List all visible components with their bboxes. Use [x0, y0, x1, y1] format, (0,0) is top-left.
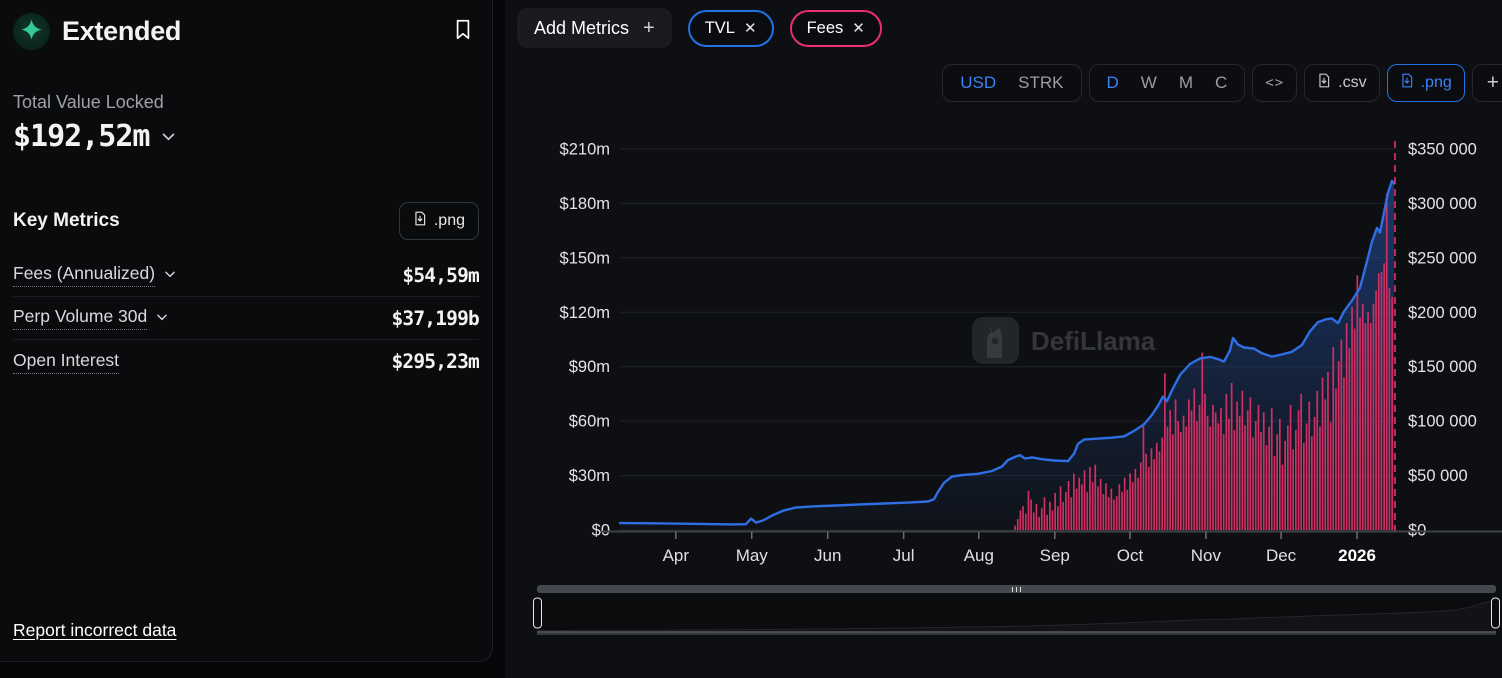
chevron-down-icon	[163, 265, 177, 286]
svg-text:Apr: Apr	[663, 546, 690, 565]
add-metrics-label: Add Metrics	[534, 17, 630, 38]
download-png-label: .png	[433, 212, 465, 229]
protocol-logo	[13, 13, 50, 50]
protocol-header: Extended	[13, 13, 479, 50]
brush-drag-bar[interactable]	[537, 585, 1496, 593]
svg-text:$150 000: $150 000	[1408, 358, 1477, 376]
svg-text:$350 000: $350 000	[1408, 141, 1477, 159]
bookmark-icon[interactable]	[447, 14, 479, 50]
metric-row-perp-volume: Perp Volume 30d $37,199b	[13, 297, 480, 340]
embed-code-button[interactable]: <>	[1252, 64, 1298, 102]
svg-text:Nov: Nov	[1191, 546, 1222, 565]
metric-value-perp-volume: $37,199b	[391, 306, 479, 330]
svg-text:$100 000: $100 000	[1408, 413, 1477, 431]
svg-text:$250 000: $250 000	[1408, 249, 1477, 267]
tvl-label: Total Value Locked	[13, 92, 164, 112]
chevron-down-icon	[155, 308, 169, 329]
tvl-fees-chart[interactable]: $210m $350 000 $180m $300 000 $150m $250 000 $…	[517, 120, 1502, 568]
key-metrics-list: Fees (Annualized) $54,59m Perp Volume 30…	[13, 254, 480, 383]
svg-text:Jun: Jun	[814, 546, 841, 565]
chevron-down-icon[interactable]	[160, 128, 177, 145]
brush-handle-left[interactable]	[533, 597, 542, 629]
interval-toggle-group: D W M C	[1088, 64, 1246, 102]
svg-text:$30m: $30m	[569, 467, 610, 485]
svg-text:$300 000: $300 000	[1408, 195, 1477, 213]
brush-handle-right[interactable]	[1491, 597, 1500, 629]
svg-text:Oct: Oct	[1117, 546, 1144, 565]
metrics-toolbar: Add Metrics + TVL ✕ Fees ✕	[517, 8, 1502, 48]
tvl-summary: Total Value Locked $192,52m	[13, 92, 479, 154]
svg-text:$90m: $90m	[569, 358, 610, 376]
currency-strk-button[interactable]: STRK	[1007, 73, 1074, 93]
chart-controls-toolbar: USD STRK D W M C <> .csv .png +	[517, 64, 1502, 102]
metric-row-open-interest: Open Interest $295,23m	[13, 340, 480, 383]
tvl-value: $192,52m	[13, 119, 150, 154]
svg-text:2026: 2026	[1338, 546, 1376, 565]
svg-text:$120m: $120m	[560, 304, 610, 322]
metric-value-fees: $54,59m	[402, 263, 479, 287]
interval-cumulative-button[interactable]: C	[1204, 73, 1238, 93]
svg-text:$180m: $180m	[560, 195, 610, 213]
metric-row-fees: Fees (Annualized) $54,59m	[13, 254, 480, 297]
time-range-brush	[533, 585, 1500, 635]
plus-icon: +	[643, 16, 655, 39]
defillama-watermark: DefiLlama	[972, 317, 1156, 364]
chip-fees-label: Fees	[806, 18, 844, 37]
page-title: Extended	[62, 16, 182, 46]
key-metrics-title: Key Metrics	[13, 210, 120, 231]
brush-minimap[interactable]	[533, 593, 1500, 635]
download-png-label: .png	[1420, 74, 1452, 91]
chip-fees[interactable]: Fees ✕	[789, 9, 882, 47]
add-metrics-button[interactable]: Add Metrics +	[517, 8, 672, 48]
download-csv-button[interactable]: .csv	[1304, 64, 1380, 102]
svg-text:$200 000: $200 000	[1408, 304, 1477, 322]
close-icon[interactable]: ✕	[852, 20, 865, 37]
metric-label-fees[interactable]: Fees (Annualized)	[13, 263, 177, 287]
interval-daily-button[interactable]: D	[1096, 73, 1130, 93]
report-incorrect-data-link[interactable]: Report incorrect data	[13, 620, 177, 640]
download-file-icon	[413, 211, 427, 231]
currency-toggle-group: USD STRK	[942, 64, 1082, 102]
interval-monthly-button[interactable]: M	[1168, 73, 1204, 93]
sparkle-star-icon	[20, 18, 43, 46]
svg-text:DefiLlama: DefiLlama	[1031, 326, 1156, 356]
close-icon[interactable]: ✕	[743, 20, 757, 37]
svg-text:Dec: Dec	[1266, 546, 1297, 565]
metric-label-perp-volume[interactable]: Perp Volume 30d	[13, 306, 169, 330]
svg-text:Sep: Sep	[1040, 546, 1070, 565]
svg-text:Jul: Jul	[893, 546, 915, 565]
drag-grip-icon	[1011, 586, 1022, 592]
chip-tvl-label: TVL	[704, 18, 735, 37]
svg-text:$50 000: $50 000	[1408, 467, 1468, 485]
download-csv-label: .csv	[1338, 74, 1367, 91]
metric-label-open-interest[interactable]: Open Interest	[13, 350, 120, 374]
interval-weekly-button[interactable]: W	[1130, 73, 1168, 93]
svg-text:$210m: $210m	[560, 141, 610, 159]
add-chart-button[interactable]: +	[1471, 64, 1502, 102]
metric-value-open-interest: $295,23m	[391, 350, 479, 373]
svg-text:$0: $0	[592, 522, 610, 540]
svg-text:$60m: $60m	[569, 413, 610, 431]
currency-usd-button[interactable]: USD	[949, 73, 1007, 93]
svg-text:May: May	[736, 546, 769, 565]
chart-panel: Add Metrics + TVL ✕ Fees ✕ USD STRK D W …	[505, 0, 1502, 678]
download-png-button[interactable]: .png	[1386, 64, 1465, 102]
chip-tvl[interactable]: TVL ✕	[687, 9, 774, 47]
protocol-sidebar: Extended Total Value Locked $192,52m Key…	[0, 0, 493, 662]
svg-text:$150m: $150m	[560, 249, 610, 267]
svg-text:Aug: Aug	[964, 546, 994, 565]
download-file-icon	[1317, 73, 1331, 93]
download-png-button-sidebar[interactable]: .png	[398, 202, 479, 240]
download-file-icon	[1400, 73, 1414, 93]
minimap-area-chart	[536, 599, 1497, 634]
